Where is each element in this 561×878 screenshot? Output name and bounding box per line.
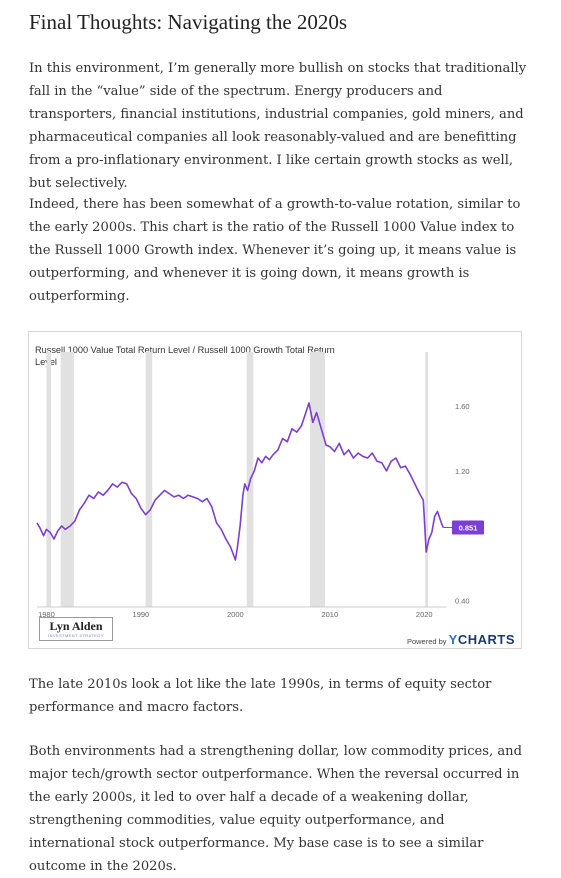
- recession-band-2: [145, 352, 153, 607]
- x-tick-label: 1990: [133, 610, 150, 619]
- x-tick-label: 1980: [38, 610, 55, 619]
- ycharts-rest: CHARTS: [457, 632, 515, 647]
- paragraph-late-2010s: The late 2010s look a lot like the late …: [29, 677, 492, 715]
- paragraph-value-rotation: Indeed, there has been somewhat of a gro…: [29, 197, 521, 304]
- x-tick-label: 2020: [416, 610, 433, 619]
- last-value-badge: [452, 520, 484, 535]
- recession-band-1: [60, 352, 74, 607]
- ycharts-logo: YCHARTS: [449, 632, 515, 647]
- article-heading: Final Thoughts: Navigating the 2020s: [29, 10, 348, 34]
- recession-band-4: [309, 352, 326, 607]
- paragraph-both-environments: Both environments had a strengthening do…: [29, 744, 522, 874]
- lyn-alden-logo: Lyn Alden INVESTMENT STRATEGY: [39, 617, 113, 641]
- y-tick-label: 0.40: [455, 597, 470, 606]
- logo-name: Lyn Alden: [49, 619, 103, 633]
- paragraph-value-stocks: In this environment, I’m generally more …: [29, 61, 527, 191]
- recession-band-5: [425, 352, 429, 607]
- logo-subtitle: INVESTMENT STRATEGY: [48, 633, 104, 638]
- chart-title: Russell 1000 Value Total Return Level / …: [35, 345, 335, 367]
- recession-band-0: [46, 352, 52, 607]
- x-tick-label: 2010: [321, 610, 338, 619]
- y-tick-label: 1.60: [455, 402, 470, 411]
- series-line-0: [36, 402, 444, 561]
- powered-by-ycharts: Powered by YCHARTS: [407, 632, 515, 647]
- chart-container: Russell 1000 Value Total Return Level / …: [28, 331, 522, 649]
- x-tick-label: 2000: [227, 610, 244, 619]
- ycharts-y: Y: [448, 632, 458, 647]
- y-tick-label: 1.20: [455, 467, 470, 476]
- ratio-line-chart: 0.40 1.20 1.60 1980 1990 2000 2010 2020 0.851: [36, 352, 484, 619]
- powered-by-text: Powered by: [406, 637, 447, 646]
- last-value-label: 0.851: [459, 523, 478, 532]
